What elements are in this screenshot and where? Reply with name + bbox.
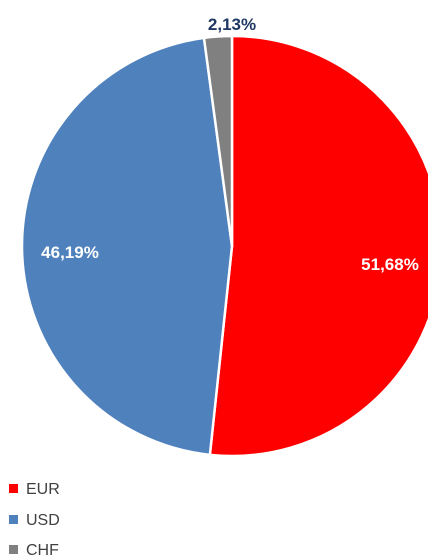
- pie-slices: [20, 34, 428, 458]
- legend-swatch-eur: [9, 484, 18, 493]
- data-label-usd: 46,19%: [41, 243, 99, 262]
- legend: EUR USD CHF: [9, 481, 60, 559]
- data-label-eur: 51,68%: [361, 255, 419, 274]
- legend-swatch-chf: [9, 545, 18, 554]
- pie-slice-usd: [20, 36, 234, 457]
- pie-slice-eur: [208, 34, 428, 458]
- data-label-chf: 2,13%: [208, 15, 256, 34]
- legend-item-eur: EUR: [9, 481, 60, 498]
- legend-label-eur: EUR: [26, 481, 60, 498]
- data-labels: 51,68% 46,19% 2,13%: [41, 15, 419, 274]
- pie-slice-chf: [202, 34, 234, 248]
- legend-item-usd: USD: [9, 512, 60, 529]
- legend-label-chf: CHF: [26, 542, 59, 559]
- legend-swatch-usd: [9, 515, 18, 524]
- legend-label-usd: USD: [26, 512, 60, 529]
- legend-item-chf: CHF: [9, 542, 59, 559]
